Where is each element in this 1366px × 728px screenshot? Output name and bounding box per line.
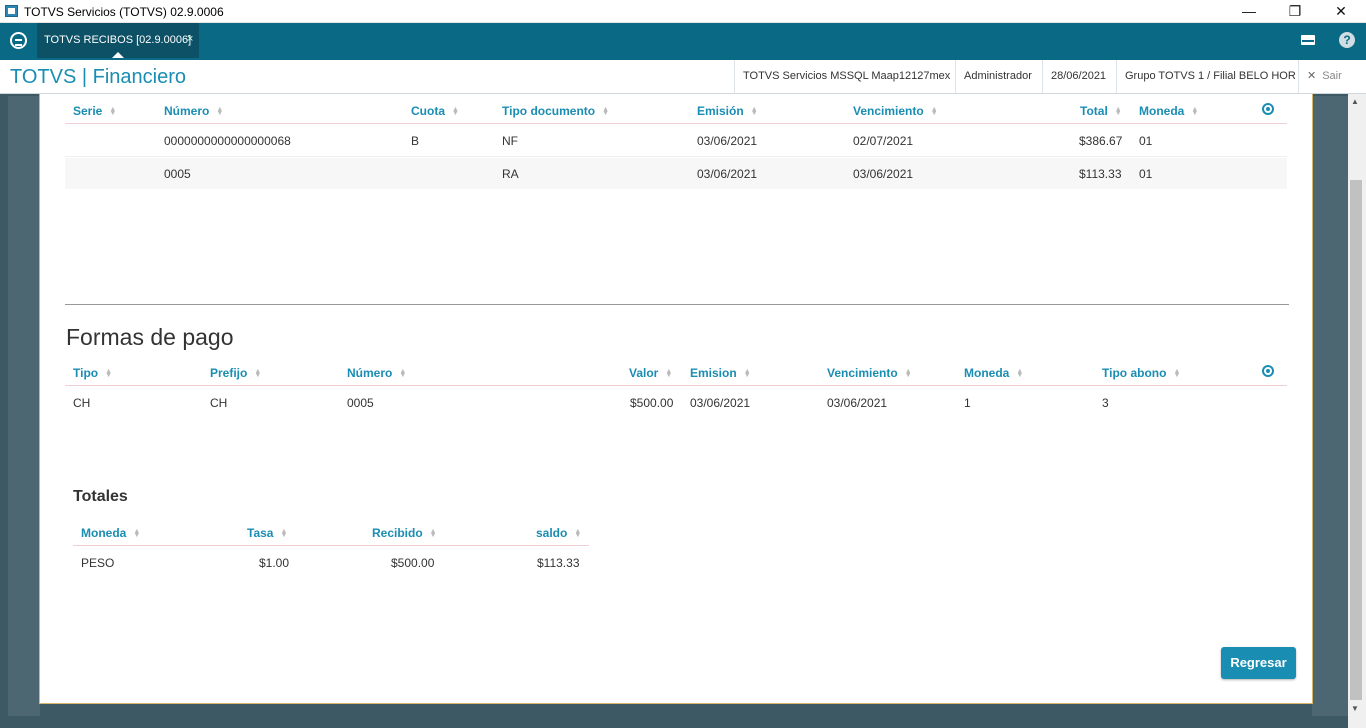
- sort-icon: ▲ ▼: [750, 105, 758, 117]
- col-serie[interactable]: Serie ▲ ▼: [73, 104, 117, 118]
- table-header-divider: [65, 385, 1287, 386]
- sort-icon: ▲ ▼: [280, 527, 288, 539]
- sort-icon: ▲ ▼: [452, 105, 459, 117]
- table-row[interactable]: CH CH 0005 $500.00 03/06/2021 03/06/2021…: [73, 396, 1109, 410]
- col-saldo[interactable]: saldo ▲ ▼: [536, 526, 582, 540]
- app-title: TOTVS | Financiero: [10, 66, 186, 88]
- col-numero-pago[interactable]: Número ▲ ▼: [347, 366, 407, 380]
- tab-close-icon[interactable]: ×: [187, 33, 194, 45]
- col-moneda-total[interactable]: Moneda ▲ ▼: [81, 526, 141, 540]
- window-titlebar: TOTVS Servicios (TOTVS) 02.9.0006 — ❐ ✕: [0, 0, 1366, 23]
- col-numero[interactable]: Número ▲ ▼: [164, 104, 224, 118]
- app-header: TOTVS | Financiero TOTVS Servicios MSSQL…: [0, 60, 1366, 94]
- col-emision[interactable]: Emisión ▲ ▼: [697, 104, 758, 118]
- settings-gear-icon[interactable]: [1262, 365, 1274, 377]
- col-emision-pago[interactable]: Emision ▲ ▼: [690, 366, 751, 380]
- branch-info: Grupo TOTVS 1 / Filial BELO HOR: [1116, 60, 1304, 93]
- totals-title: Totales: [73, 488, 128, 505]
- regresar-button[interactable]: Regresar: [1221, 647, 1296, 679]
- minimize-button[interactable]: —: [1242, 3, 1256, 19]
- help-icon[interactable]: ?: [1339, 32, 1355, 48]
- sort-icon: ▲ ▼: [743, 367, 751, 379]
- sort-icon: ▲ ▼: [1114, 105, 1122, 117]
- sort-icon: ▲ ▼: [105, 367, 113, 379]
- sort-icon: ▲ ▼: [133, 527, 141, 539]
- sort-icon: ▲ ▼: [665, 367, 673, 379]
- environment-info: TOTVS Servicios MSSQL Maap12127mex: [734, 60, 958, 93]
- user-info: Administrador: [955, 60, 1040, 93]
- sort-icon: ▲ ▼: [254, 367, 262, 379]
- tab-active-caret: [112, 52, 124, 58]
- sort-icon: ▲ ▼: [1016, 367, 1024, 379]
- sort-icon: ▲ ▼: [1191, 105, 1199, 117]
- date-info: 28/06/2021: [1042, 60, 1114, 93]
- exit-label: Sair: [1322, 70, 1342, 82]
- table-row[interactable]: 0005 RA 03/06/2021 03/06/2021 $113.33 01: [65, 158, 1287, 189]
- tab-label: TOTVS RECIBOS [02.9.0006]: [44, 34, 192, 46]
- payments-section-title: Formas de pago: [66, 324, 234, 350]
- background-panel-right: [1312, 96, 1348, 716]
- app-tabbar: TOTVS RECIBOS [02.9.0006] ×: [0, 23, 1366, 60]
- sort-icon: ▲ ▼: [602, 105, 610, 117]
- col-tipo[interactable]: Tipo ▲ ▼: [73, 366, 113, 380]
- table-row[interactable]: PESO $1.00 $500.00 $113.33: [81, 556, 580, 570]
- scroll-down-icon[interactable]: ▼: [1351, 704, 1359, 713]
- sort-icon: ▲ ▼: [399, 367, 407, 379]
- col-valor[interactable]: Valor ▲ ▼: [629, 366, 673, 380]
- col-tipo-abono[interactable]: Tipo abono ▲ ▼: [1102, 366, 1181, 380]
- maximize-button[interactable]: ❐: [1288, 3, 1302, 19]
- col-tasa[interactable]: Tasa ▲ ▼: [247, 526, 288, 540]
- tab-totvs-recibos[interactable]: TOTVS RECIBOS [02.9.0006] ×: [37, 23, 199, 58]
- scrollbar-thumb[interactable]: [1350, 180, 1362, 700]
- sort-icon: ▲ ▼: [904, 367, 912, 379]
- sort-icon: ▲ ▼: [109, 105, 117, 117]
- col-total[interactable]: Total ▲ ▼: [1080, 104, 1122, 118]
- col-moneda-pago[interactable]: Moneda ▲ ▼: [964, 366, 1024, 380]
- close-icon: ✕: [1307, 70, 1317, 82]
- scroll-up-icon[interactable]: ▲: [1351, 97, 1359, 106]
- totvs-logo-icon[interactable]: [10, 32, 27, 49]
- sort-icon: ▲ ▼: [574, 527, 582, 539]
- sort-icon: ▲ ▼: [930, 105, 938, 117]
- sort-icon: ▲ ▼: [216, 105, 224, 117]
- table-header-divider: [65, 123, 1287, 124]
- window-title: TOTVS Servicios (TOTVS) 02.9.0006: [24, 5, 224, 19]
- sort-icon: ▲ ▼: [429, 527, 437, 539]
- app-icon: [5, 5, 18, 17]
- col-prefijo[interactable]: Prefijo ▲ ▼: [210, 366, 262, 380]
- col-cuota[interactable]: Cuota ▲ ▼: [411, 104, 459, 118]
- col-tipo-documento[interactable]: Tipo documento ▲ ▼: [502, 104, 610, 118]
- table-header-divider: [73, 545, 589, 546]
- close-window-button[interactable]: ✕: [1335, 3, 1347, 19]
- background-panel-left: [8, 96, 40, 716]
- mail-icon[interactable]: [1301, 35, 1315, 45]
- receipt-detail-modal: Serie ▲ ▼ Número ▲ ▼ Cuota ▲ ▼ Tipo documento ▲…: [39, 94, 1313, 704]
- col-vencimiento[interactable]: Vencimiento ▲ ▼: [853, 104, 938, 118]
- exit-button[interactable]: ✕ Sair: [1298, 60, 1350, 93]
- col-moneda[interactable]: Moneda ▲ ▼: [1139, 104, 1199, 118]
- settings-gear-icon[interactable]: [1262, 103, 1274, 115]
- col-vencimiento-pago[interactable]: Vencimiento ▲ ▼: [827, 366, 912, 380]
- sort-icon: ▲ ▼: [1173, 367, 1181, 379]
- col-recibido[interactable]: Recibido ▲ ▼: [372, 526, 437, 540]
- section-divider: [65, 304, 1289, 305]
- table-row[interactable]: 0000000000000000068 B NF 03/06/2021 02/0…: [65, 125, 1287, 157]
